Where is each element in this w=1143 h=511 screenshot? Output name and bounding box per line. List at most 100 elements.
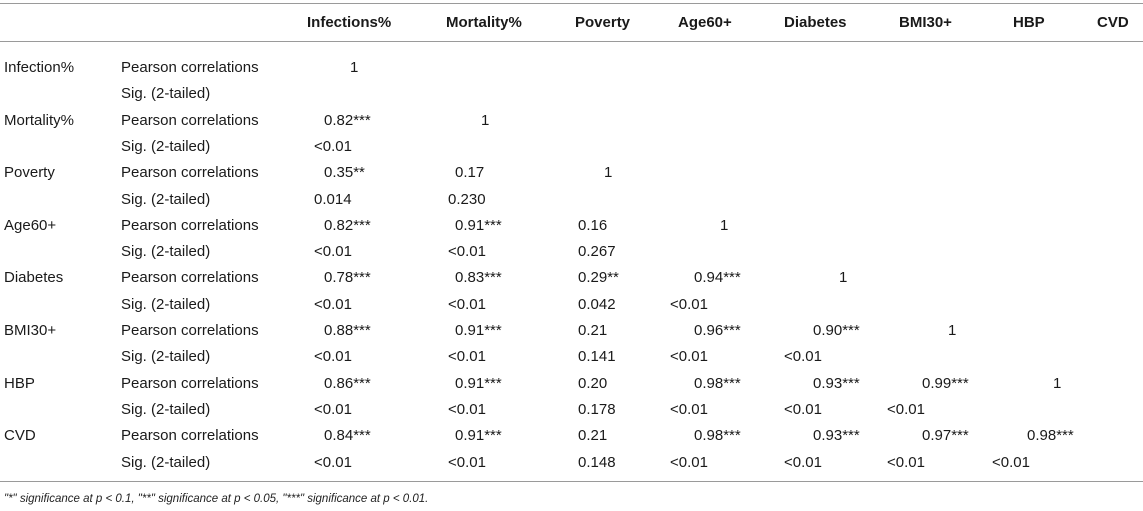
statistic-label: Sig. (2-tailed) <box>121 190 211 208</box>
table-row: Age60+ Pearson correlations 0.82*** 0.91***… <box>0 213 1143 239</box>
correlation-value: 0.94*** <box>694 269 741 287</box>
correlation-value: 1 <box>604 164 613 182</box>
correlation-value: 0.91*** <box>455 374 502 392</box>
correlation-value: 0.86*** <box>324 374 371 392</box>
correlation-value: 0.35** <box>324 164 365 182</box>
significance-value: <0.01 <box>992 453 1030 471</box>
significance-value: <0.01 <box>448 400 486 418</box>
statistic-label: Pearson correlations <box>121 59 259 76</box>
significance-value: <0.01 <box>670 453 708 471</box>
correlation-value: 0.90*** <box>813 322 860 339</box>
statistic-label: Sig. (2-tailed) <box>121 400 211 418</box>
table-row: Sig. (2-tailed) <0.01 <0.01 0.178 <0.01 <0.01… <box>0 397 1143 423</box>
correlation-value: 0.82*** <box>324 111 371 129</box>
statistic-label: Sig. (2-tailed) <box>121 137 211 155</box>
statistic-label: Sig. (2-tailed) <box>121 295 211 313</box>
table-row: Sig. (2-tailed) <0.01 <0.01 0.141 <0.01 <0.01 <box>0 344 1143 370</box>
statistic-label: Pearson correlations <box>121 427 259 445</box>
correlation-value: 0.17 <box>455 164 485 182</box>
variable-name: HBP <box>4 374 35 392</box>
table-row: Poverty Pearson correlations 0.35** 0.17 1 <box>0 160 1143 186</box>
significance-value: <0.01 <box>887 400 925 418</box>
statistic-label: Pearson correlations <box>121 374 259 392</box>
significance-value: 0.230 <box>448 190 486 208</box>
correlation-value: 0.82*** <box>324 216 371 234</box>
table-row: Infection% Pearson correlations 1 <box>0 55 1143 81</box>
table-row: Sig. (2-tailed) <0.01 <box>0 134 1143 160</box>
significance-value: <0.01 <box>784 348 822 366</box>
correlation-value: 0.91*** <box>455 322 502 339</box>
table-row: HBP Pearson correlations 0.86*** 0.91*** 0.2… <box>0 371 1143 397</box>
correlation-value: 0.98*** <box>694 427 741 445</box>
significance-value: <0.01 <box>314 348 352 366</box>
correlation-value: 0.78*** <box>324 269 371 287</box>
correlation-value: 0.98*** <box>694 374 741 392</box>
statistic-label: Sig. (2-tailed) <box>121 85 211 103</box>
significance-value: 0.178 <box>578 400 616 418</box>
statistic-label: Pearson correlations <box>121 164 259 182</box>
correlation-value: 1 <box>948 322 957 339</box>
variable-name: Diabetes <box>4 269 64 287</box>
table-row: Sig. (2-tailed) 0.014 0.230 <box>0 187 1143 213</box>
significance-value: <0.01 <box>448 243 486 261</box>
correlation-value: 0.21 <box>578 322 608 339</box>
significance-value: <0.01 <box>314 243 352 261</box>
bottom-rule <box>0 481 1143 482</box>
variable-name: CVD <box>4 427 36 445</box>
variable-name: BMI30+ <box>4 322 57 339</box>
correlation-value: 1 <box>1053 374 1062 392</box>
significance-value: <0.01 <box>448 295 486 313</box>
significance-value: 0.267 <box>578 243 616 261</box>
significance-value: <0.01 <box>314 295 352 313</box>
column-header: Diabetes <box>784 14 847 31</box>
correlation-value: 0.91*** <box>455 216 502 234</box>
correlation-value: 1 <box>481 111 490 129</box>
significance-value: 0.042 <box>578 295 616 313</box>
correlation-value: 0.21 <box>578 427 608 445</box>
correlation-value: 0.83*** <box>455 269 502 287</box>
statistic-label: Sig. (2-tailed) <box>121 453 211 471</box>
correlation-value: 0.93*** <box>813 427 860 445</box>
column-header: Age60+ <box>678 14 732 31</box>
correlation-value: 0.93*** <box>813 374 860 392</box>
significance-value: <0.01 <box>670 400 708 418</box>
significance-value: <0.01 <box>448 348 486 366</box>
significance-value: <0.01 <box>448 453 486 471</box>
correlation-value: 0.96*** <box>694 322 741 339</box>
column-header: CVD <box>1097 14 1129 31</box>
significance-value: <0.01 <box>670 348 708 366</box>
table-row: Sig. (2-tailed) <box>0 81 1143 107</box>
table-row: CVD Pearson correlations 0.84*** 0.91*** 0.2… <box>0 423 1143 449</box>
variable-name: Mortality% <box>4 111 75 129</box>
column-header: Infections% <box>307 14 392 31</box>
table-row: Diabetes Pearson correlations 0.78*** 0.83*… <box>0 265 1143 291</box>
table-row: Sig. (2-tailed) <0.01 <0.01 0.042 <0.01 <box>0 292 1143 318</box>
variable-name: Age60+ <box>4 216 57 234</box>
significance-value: 0.014 <box>314 190 352 208</box>
correlation-value: 0.29** <box>578 269 619 287</box>
statistic-label: Pearson correlations <box>121 111 259 129</box>
correlation-value: 1 <box>839 269 848 287</box>
statistic-label: Pearson correlations <box>121 322 259 339</box>
significance-value: 0.148 <box>578 453 616 471</box>
correlation-value: 0.98*** <box>1027 427 1074 445</box>
correlation-value: 0.91*** <box>455 427 502 445</box>
correlation-value: 0.88*** <box>324 322 371 339</box>
significance-value: <0.01 <box>314 137 352 155</box>
column-header: BMI30+ <box>899 14 952 31</box>
variable-name: Infection% <box>4 59 75 76</box>
variable-name: Poverty <box>4 164 55 182</box>
correlation-value: 0.99*** <box>922 374 969 392</box>
significance-value: <0.01 <box>670 295 708 313</box>
correlation-value: 1 <box>350 59 359 76</box>
correlation-value: 1 <box>720 216 729 234</box>
correlation-value: 0.16 <box>578 216 608 234</box>
column-header: Poverty <box>575 14 631 31</box>
significance-value: <0.01 <box>784 453 822 471</box>
significance-value: 0.141 <box>578 348 616 366</box>
table-row: BMI30+ Pearson correlations 0.88*** 0.91***… <box>0 318 1143 344</box>
table-row: Sig. (2-tailed) <0.01 <0.01 0.267 <box>0 239 1143 265</box>
statistic-label: Pearson correlations <box>121 269 259 287</box>
top-rule <box>0 3 1143 4</box>
correlation-value: 0.84*** <box>324 427 371 445</box>
